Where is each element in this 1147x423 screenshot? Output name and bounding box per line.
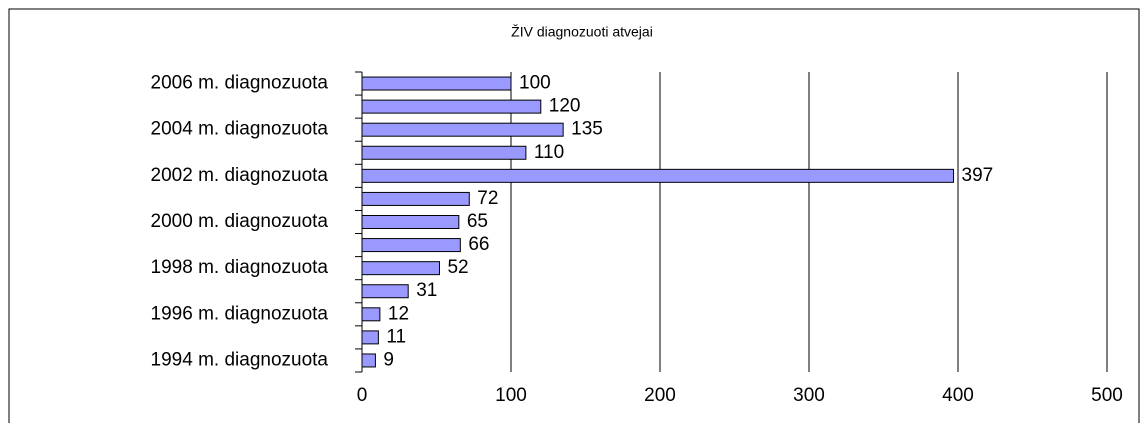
x-tick-label: 0: [357, 385, 368, 406]
chart-border: [8, 8, 1140, 423]
value-label: 12: [388, 303, 409, 324]
bar: [361, 353, 376, 368]
x-tick-label: 500: [1091, 385, 1123, 406]
bar: [361, 99, 542, 114]
value-label: 66: [468, 234, 489, 255]
bar: [361, 261, 440, 276]
value-label: 100: [519, 73, 551, 94]
x-tick-label: 400: [942, 385, 974, 406]
bar: [361, 215, 460, 229]
bar: [361, 307, 381, 322]
value-label: 65: [467, 211, 488, 232]
value-label: 9: [383, 349, 394, 370]
bar: [361, 284, 409, 299]
bar: [361, 76, 512, 91]
value-label: 397: [962, 165, 994, 186]
x-tick-label: 300: [793, 385, 825, 406]
y-tick-label: 2000 m. diagnozuota: [151, 211, 329, 232]
bar: [361, 330, 379, 345]
y-tick-label: 2002 m. diagnozuota: [151, 165, 329, 186]
value-label: 52: [447, 257, 468, 278]
value-label: 31: [416, 280, 437, 301]
value-label: 72: [477, 188, 498, 209]
x-tick-label: 100: [495, 385, 527, 406]
y-tick-label: 1994 m. diagnozuota: [151, 349, 329, 370]
value-label: 11: [386, 326, 406, 347]
y-tick-label: 1998 m. diagnozuota: [151, 257, 329, 278]
bar: [361, 122, 564, 137]
value-label: 135: [571, 119, 603, 140]
chart-title: ŽIV diagnozuoti atvejai: [511, 24, 653, 40]
x-tick-label: 200: [644, 385, 676, 406]
value-label: 110: [534, 142, 564, 163]
bar: [361, 168, 955, 183]
value-label: 120: [549, 96, 581, 117]
y-tick-label: 2006 m. diagnozuota: [151, 73, 329, 94]
bar: [361, 145, 527, 160]
bar: [361, 191, 470, 206]
y-tick-label: 2004 m. diagnozuota: [151, 119, 329, 140]
y-tick-label: 1996 m. diagnozuota: [151, 303, 329, 324]
bar: [361, 238, 461, 253]
